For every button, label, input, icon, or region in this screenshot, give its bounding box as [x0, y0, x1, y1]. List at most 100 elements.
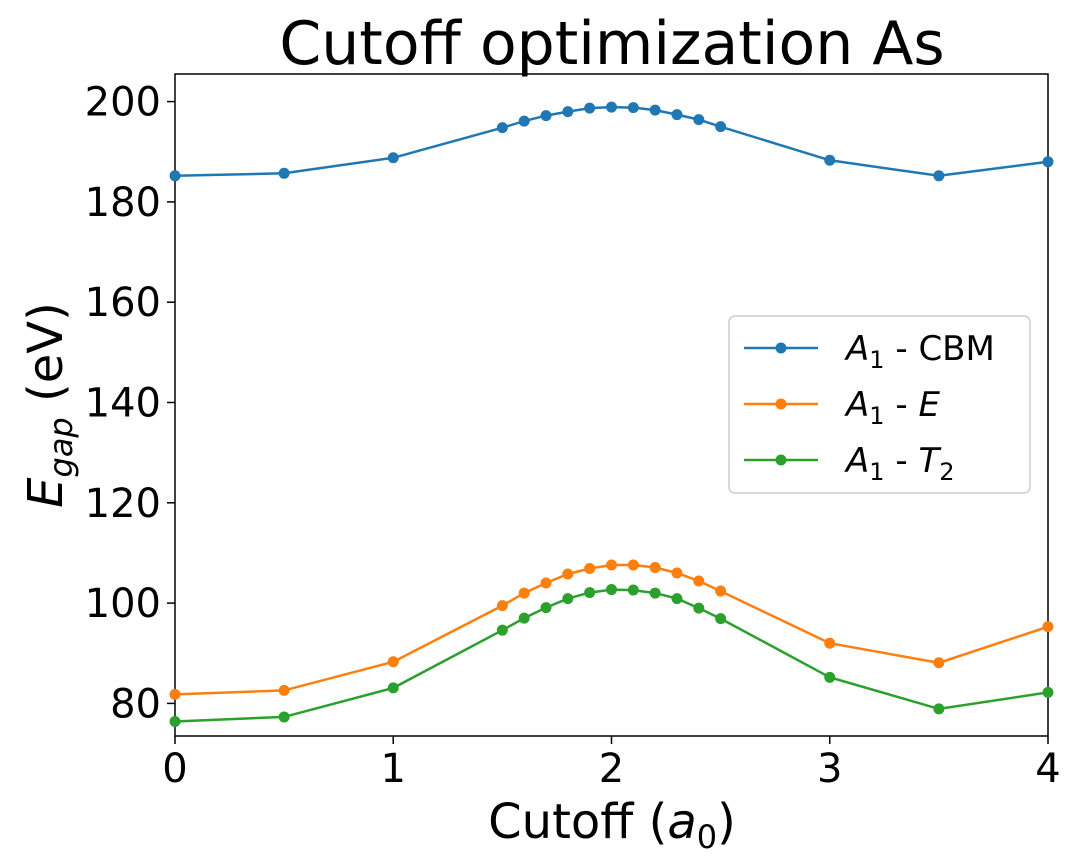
data-point [540, 602, 552, 614]
data-point [606, 559, 617, 571]
data-point [584, 562, 596, 574]
y-tick-label: 120 [85, 481, 161, 527]
series-0 [169, 101, 1054, 182]
data-point [693, 602, 705, 614]
data-point [671, 593, 683, 605]
chart-title: Cutoff optimization As [279, 9, 944, 79]
data-point [715, 121, 727, 133]
series-2 [169, 584, 1054, 727]
data-point [278, 167, 290, 179]
data-point [671, 567, 683, 579]
data-point [540, 577, 552, 589]
legend-entry-0: A1 - CBM [744, 329, 995, 374]
legend-label-var: A [844, 441, 869, 481]
x-tick-label: 4 [1035, 746, 1060, 792]
data-point [627, 584, 639, 596]
y-tick-label: 160 [85, 280, 161, 326]
data-point [649, 561, 661, 573]
data-point [496, 624, 508, 636]
x-tick-label: 1 [381, 746, 406, 792]
data-point [933, 703, 945, 715]
legend-label-sep: - [885, 385, 919, 425]
data-point [584, 102, 596, 114]
data-point [715, 585, 727, 597]
data-point [649, 587, 661, 599]
data-point [387, 682, 399, 694]
data-point [584, 587, 596, 599]
x-tick-label: 2 [599, 746, 624, 792]
data-point [278, 711, 290, 723]
data-point [693, 114, 705, 126]
legend-label: A1 - T2 [844, 441, 955, 486]
y-tick-label: 140 [85, 380, 161, 426]
legend-entry-2: A1 - T2 [744, 441, 955, 486]
data-point [278, 684, 290, 696]
legend-box [728, 315, 1031, 494]
data-point [693, 575, 705, 587]
data-point [627, 559, 639, 571]
data-point [933, 657, 945, 669]
legend-marker [775, 454, 787, 466]
data-point [933, 170, 945, 182]
data-point [671, 109, 683, 121]
y-axis-label: Egap (eV) [18, 302, 80, 508]
data-point [824, 671, 836, 683]
data-point [387, 656, 399, 668]
y-tick-label: 80 [110, 681, 161, 727]
data-point [715, 613, 727, 625]
data-point [540, 110, 552, 122]
legend-label-sub: 1 [869, 402, 884, 430]
data-point [1042, 621, 1054, 633]
data-point [387, 152, 399, 164]
x-tick-label: 0 [162, 746, 187, 792]
legend-label-suffix: CBM [918, 329, 994, 369]
data-point [562, 106, 574, 118]
data-point [824, 154, 836, 166]
data-point [649, 104, 661, 116]
data-point [169, 170, 181, 182]
legend-label: A1 - E [844, 385, 940, 430]
y-axis-ticks: 80 100 120 140 160 180 200 [85, 80, 175, 727]
data-point [169, 688, 181, 700]
data-point [627, 102, 639, 114]
series-1 [169, 559, 1054, 700]
legend-label-suffix: T [918, 441, 941, 481]
x-axis-label: Cutoff (a0) [488, 794, 736, 856]
data-point [496, 600, 508, 612]
data-point [562, 568, 574, 580]
y-axis-label-var: E [18, 477, 74, 508]
data-point [518, 115, 530, 127]
data-point [169, 715, 181, 727]
legend-marker [775, 342, 787, 354]
legend-label-sub: 1 [869, 346, 884, 374]
x-tick-label: 3 [817, 746, 842, 792]
series-line [174, 105, 1049, 178]
legend-label-suffix-sub: 2 [939, 458, 954, 486]
data-point [518, 612, 530, 624]
x-axis-label-var: a [667, 794, 696, 850]
legend-label-sub: 1 [869, 458, 884, 486]
data-point [606, 584, 617, 596]
x-axis-label-base: Cutoff ( [488, 794, 667, 850]
x-axis-label-end: ) [717, 794, 736, 850]
legend-label: A1 - CBM [844, 329, 995, 374]
data-point [562, 593, 574, 605]
series-group [169, 101, 1054, 727]
legend-label-sep: - [885, 329, 919, 369]
data-point [496, 122, 508, 134]
legend-label-var: A [844, 329, 869, 369]
legend-label-var: A [844, 385, 869, 425]
legend-label-sep: - [885, 441, 919, 481]
x-axis-ticks: 0 1 2 3 4 [162, 736, 1061, 792]
y-tick-label: 100 [85, 581, 161, 627]
legend-entry-1: A1 - E [744, 385, 940, 430]
data-point [1042, 156, 1054, 168]
legend-marker [775, 398, 787, 410]
data-point [1042, 686, 1054, 698]
data-point [518, 587, 530, 599]
data-point [824, 637, 836, 649]
data-point [606, 101, 617, 113]
x-axis-label-sub: 0 [697, 818, 717, 856]
